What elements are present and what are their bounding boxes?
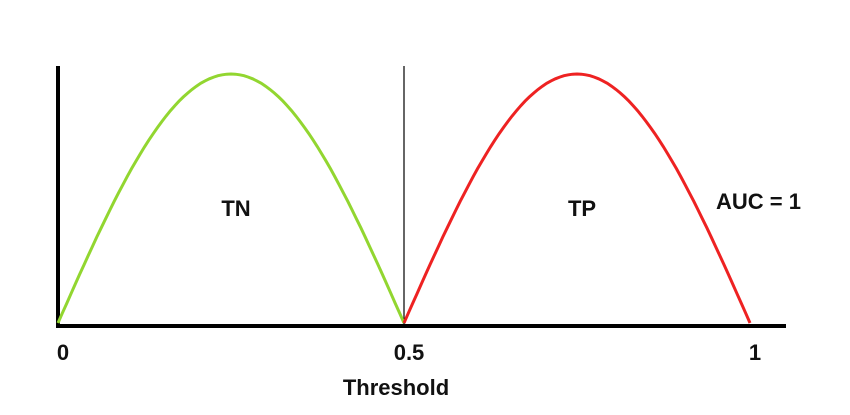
x-axis-title: Threshold	[343, 375, 449, 400]
x-tick-label: 0	[57, 340, 69, 365]
x-tick-label: 0.5	[394, 340, 425, 365]
tn-curve	[56, 72, 406, 324]
tp-curve	[402, 72, 752, 324]
tn-label: TN	[221, 196, 250, 221]
tp-label: TP	[568, 196, 596, 221]
auc-annotation: AUC = 1	[716, 189, 801, 214]
x-tick-label: 1	[749, 340, 761, 365]
